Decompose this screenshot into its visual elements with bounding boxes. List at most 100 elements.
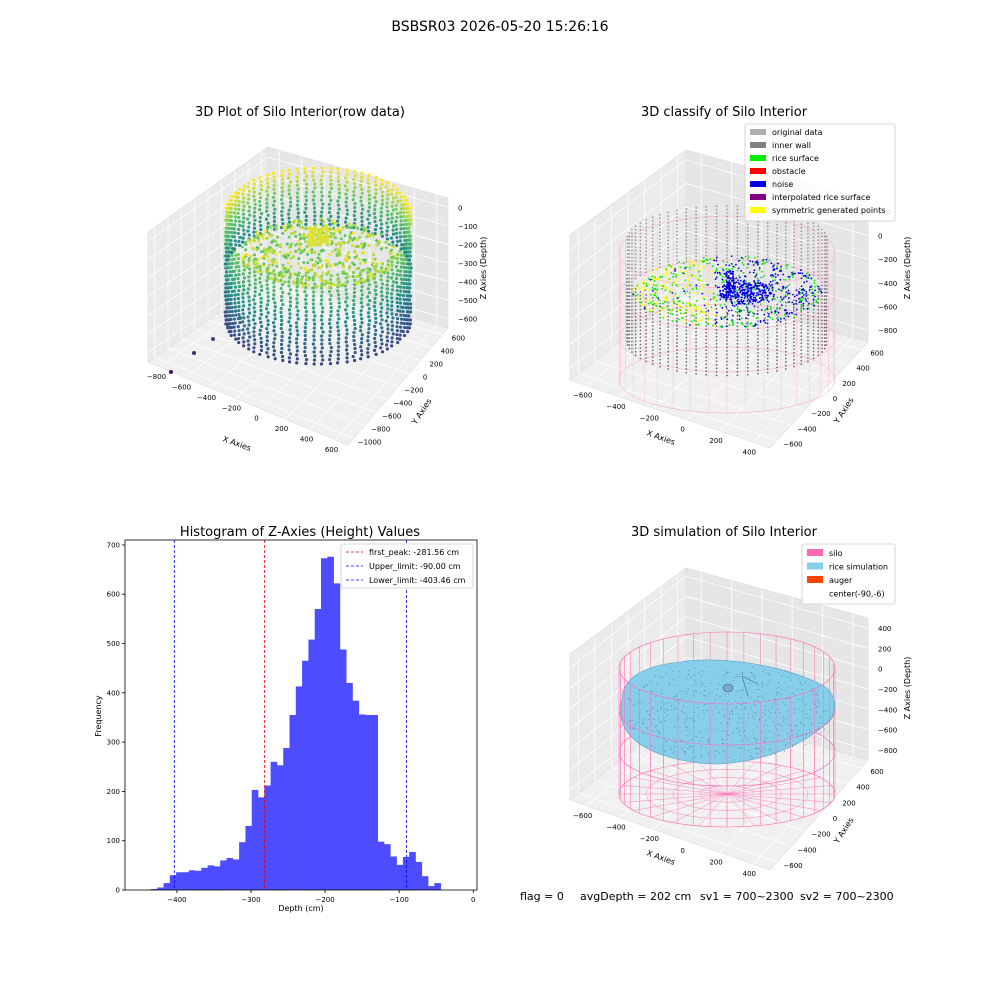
raw-point bbox=[313, 186, 317, 190]
raw-point bbox=[380, 190, 385, 194]
noise-point bbox=[750, 284, 753, 286]
classified-point bbox=[652, 282, 655, 285]
classified-point bbox=[788, 312, 791, 315]
raw-point bbox=[398, 231, 402, 235]
surface-mesh-dot bbox=[797, 699, 799, 701]
inner-wall-point bbox=[634, 305, 637, 308]
inner-wall-point bbox=[821, 263, 824, 266]
raw-point bbox=[379, 322, 383, 326]
noise-point bbox=[754, 298, 757, 301]
inner-wall-point bbox=[651, 328, 654, 331]
inner-wall-point bbox=[821, 347, 824, 350]
surface-mesh-dot bbox=[719, 752, 721, 754]
surface-mesh-dot bbox=[781, 676, 783, 678]
surface-mesh-dot bbox=[727, 701, 729, 703]
raw-point bbox=[252, 326, 256, 330]
inner-wall-point bbox=[800, 258, 803, 261]
inner-wall-point bbox=[695, 341, 697, 344]
raw-point bbox=[252, 350, 256, 354]
inner-wall-point bbox=[825, 253, 828, 255]
surface-mesh-dot bbox=[744, 735, 746, 737]
raw-point bbox=[293, 281, 297, 285]
histogram-bar bbox=[239, 842, 246, 890]
classified-point bbox=[752, 288, 755, 291]
classified-point bbox=[772, 297, 775, 300]
raw-point bbox=[407, 242, 411, 246]
inner-wall-point bbox=[766, 343, 769, 346]
noise-point bbox=[755, 291, 758, 294]
classified-point bbox=[757, 279, 760, 282]
classified-point bbox=[692, 264, 695, 267]
raw-point bbox=[363, 258, 367, 262]
classified-point bbox=[695, 286, 698, 289]
raw-point bbox=[337, 191, 342, 195]
classified-point bbox=[771, 286, 774, 289]
inner-wall-point bbox=[784, 326, 787, 328]
classified-point bbox=[715, 259, 718, 262]
histogram-bar bbox=[201, 867, 208, 890]
classified-point bbox=[698, 305, 700, 308]
classified-point bbox=[811, 288, 813, 291]
surface-mesh-dot bbox=[755, 714, 757, 716]
raw-point bbox=[241, 336, 245, 340]
surface-mesh-dot bbox=[647, 719, 649, 721]
surface-mesh-dot bbox=[799, 681, 801, 683]
inner-wall-point bbox=[705, 219, 708, 222]
surface-mesh-dot bbox=[799, 721, 801, 723]
surface-mesh-dot bbox=[748, 716, 750, 718]
raw-point bbox=[295, 357, 299, 361]
inner-wall-point bbox=[793, 231, 795, 234]
raw-point bbox=[303, 338, 307, 342]
raw-point bbox=[301, 250, 305, 254]
surface-mesh-dot bbox=[683, 711, 685, 713]
surface-mesh-dot bbox=[723, 715, 725, 717]
raw-point bbox=[237, 268, 241, 273]
noise-point bbox=[745, 292, 748, 295]
surface-mesh-dot bbox=[757, 696, 759, 698]
raw-point bbox=[344, 176, 348, 180]
raw-point bbox=[373, 336, 377, 341]
raw-point bbox=[380, 194, 385, 198]
inner-wall-point bbox=[639, 246, 642, 249]
inner-wall-point bbox=[817, 260, 820, 263]
raw-point bbox=[373, 195, 377, 200]
raw-point bbox=[233, 191, 238, 195]
raw-point bbox=[389, 220, 394, 224]
surface-mesh-dot bbox=[706, 709, 708, 711]
inner-wall-point bbox=[784, 361, 787, 363]
raw-point bbox=[304, 198, 309, 202]
inner-wall-point bbox=[800, 226, 803, 229]
inner-wall-point bbox=[676, 213, 678, 215]
inner-wall-point bbox=[800, 342, 803, 345]
inner-wall-point bbox=[626, 263, 629, 266]
raw-point bbox=[367, 197, 371, 201]
raw-point bbox=[344, 308, 348, 312]
classified-point bbox=[658, 299, 660, 302]
inner-wall-point bbox=[825, 302, 828, 304]
inner-wall-point bbox=[685, 211, 688, 214]
surface-mesh-dot bbox=[744, 730, 746, 732]
classified-point bbox=[734, 295, 737, 297]
raw-point bbox=[256, 236, 260, 240]
raw-point bbox=[252, 306, 256, 310]
inner-wall-point bbox=[821, 274, 824, 276]
inner-wall-point bbox=[807, 233, 809, 235]
raw-point bbox=[337, 183, 341, 187]
classified-point bbox=[792, 271, 795, 273]
raw-point bbox=[328, 318, 332, 322]
classified-point bbox=[800, 285, 803, 288]
raw-point bbox=[312, 318, 316, 322]
raw-point bbox=[379, 302, 383, 306]
inner-wall-point bbox=[626, 330, 628, 332]
classified-point bbox=[665, 299, 667, 302]
surface-mesh-dot bbox=[731, 710, 733, 712]
raw-point bbox=[367, 299, 372, 303]
raw-point bbox=[296, 187, 300, 191]
z-tick-label: −300 bbox=[458, 260, 477, 268]
raw-point bbox=[390, 188, 394, 192]
raw-point bbox=[259, 312, 263, 317]
raw-point bbox=[259, 308, 263, 313]
inner-wall-point bbox=[705, 216, 708, 219]
raw-point bbox=[346, 253, 350, 257]
raw-point bbox=[242, 340, 246, 344]
